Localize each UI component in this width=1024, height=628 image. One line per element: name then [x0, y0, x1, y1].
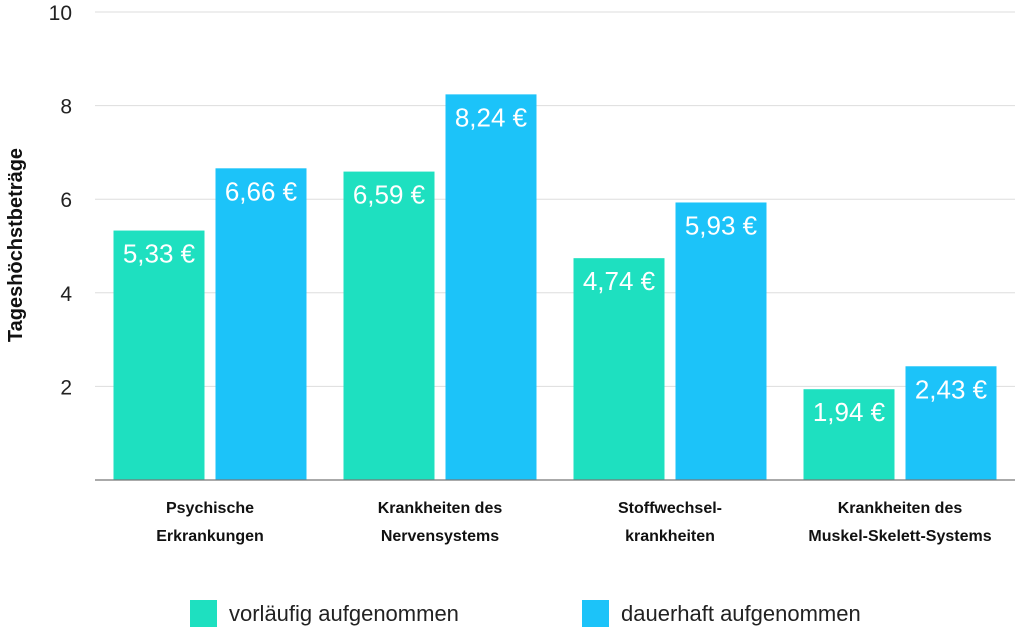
bar-value-label: 8,24 € — [455, 102, 528, 132]
category-label: Nervensystems — [381, 528, 499, 545]
bar-value-label: 2,43 € — [915, 374, 988, 404]
bar-dauerhaft-0 — [215, 168, 307, 480]
category-label: Krankheiten des — [838, 500, 963, 517]
category-label: Psychische — [166, 500, 254, 517]
bar-value-label: 5,33 € — [123, 239, 196, 269]
bar-value-label: 4,74 € — [583, 266, 656, 296]
y-tick-label: 8 — [60, 96, 72, 119]
bar-value-label: 5,93 € — [685, 210, 758, 240]
category-label: Erkrankungen — [156, 528, 264, 545]
bar-dauerhaft-3 — [905, 366, 997, 480]
legend-label: vorläufig aufgenommen — [229, 601, 459, 626]
y-tick-label: 4 — [60, 283, 72, 306]
y-tick-label: 6 — [60, 189, 72, 212]
bar-value-label: 1,94 € — [813, 397, 886, 427]
bars: 5,33 € 6,66 € 6,59 € 8,24 € 4,74 € 5,93 € 1,94… — [113, 94, 997, 481]
y-tick-label: 2 — [60, 376, 72, 399]
category-label: Muskel-Skelett-Systems — [808, 528, 991, 545]
bar-vorlaeufig-3 — [803, 389, 895, 480]
bar-dauerhaft-1 — [445, 94, 537, 481]
bar-vorlaeufig-2 — [573, 258, 665, 480]
category-labels: Psychische Erkrankungen Krankheiten des Ner… — [156, 500, 991, 545]
legend-swatch-vorlaeufig — [190, 600, 217, 627]
y-axis-ticks: 2 4 6 8 10 — [49, 2, 73, 399]
y-axis-label: Tageshöchstbeträge — [5, 148, 27, 342]
legend-swatch-dauerhaft — [582, 600, 609, 627]
y-tick-label: 10 — [49, 2, 72, 25]
bar-dauerhaft-2 — [675, 202, 767, 480]
category-label: Stoffwechsel- — [618, 500, 722, 517]
bar-value-label: 6,59 € — [353, 180, 426, 210]
category-label: Krankheiten des — [378, 500, 503, 517]
bar-vorlaeufig-0 — [113, 230, 205, 480]
category-label: krankheiten — [625, 528, 715, 545]
bar-value-label: 6,66 € — [225, 176, 298, 206]
bar-vorlaeufig-1 — [343, 171, 435, 480]
legend: vorläufig aufgenommen dauerhaft aufgenomm… — [190, 600, 861, 627]
legend-label: dauerhaft aufgenommen — [621, 601, 861, 626]
